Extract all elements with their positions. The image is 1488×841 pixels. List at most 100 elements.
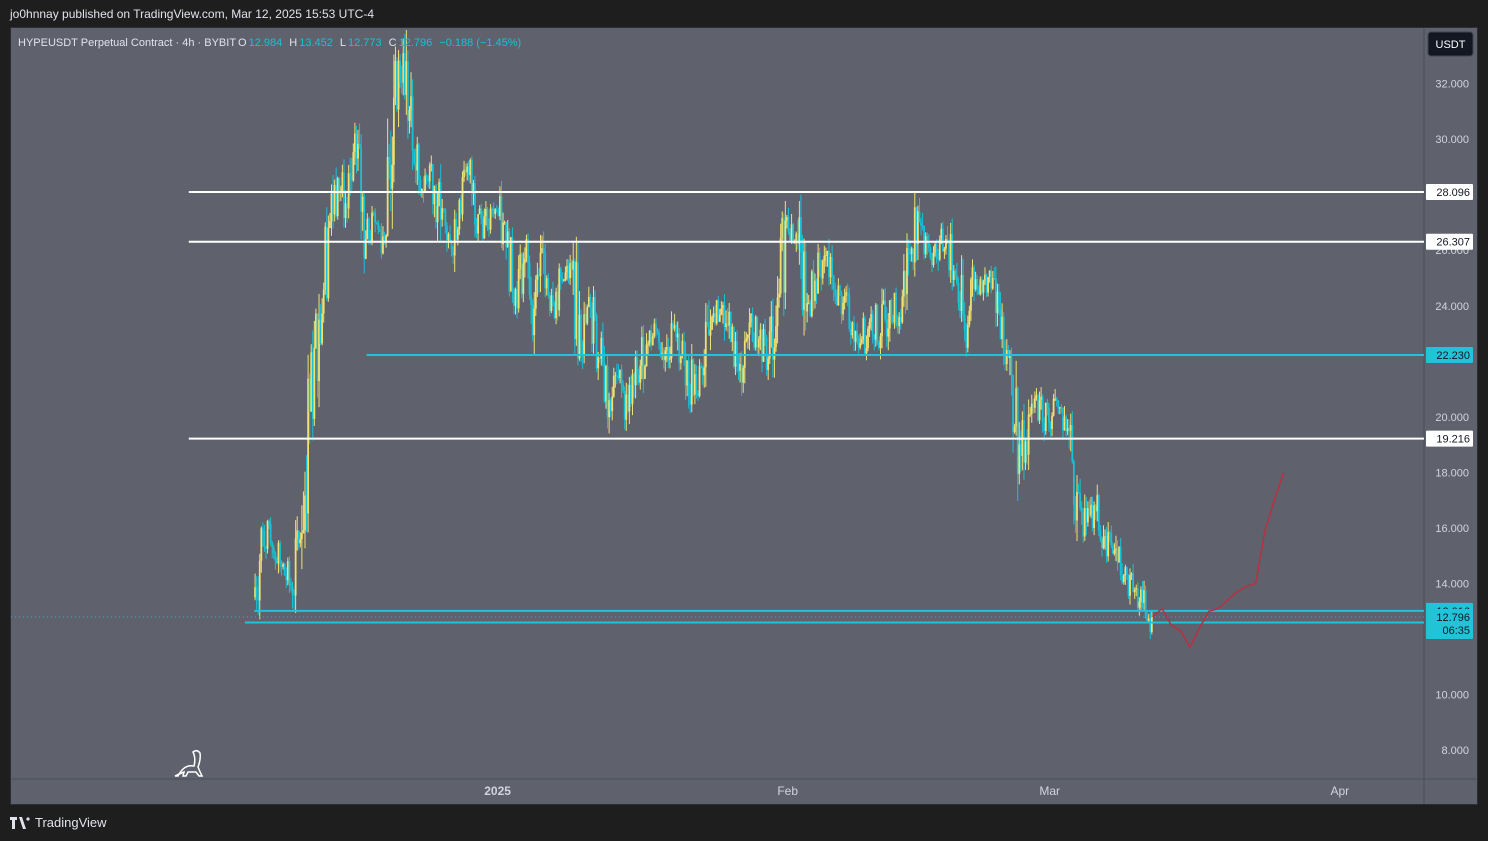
candle-body [762,329,765,362]
candle-body [494,209,497,215]
candle-body [879,336,882,348]
y-tick-label: 16.000 [1435,523,1469,535]
candle-body [525,239,528,259]
candle-body [906,248,908,295]
candle-body [555,291,557,319]
candle-body [941,228,944,252]
candle-body [1130,573,1133,576]
candle-body [701,368,704,376]
candle-body [857,338,860,348]
candle-body [1010,355,1013,376]
candle-body [1001,316,1004,340]
candle-body [980,279,983,293]
candle-body [577,262,579,359]
level-price-tag [1426,233,1473,250]
candle-body [304,495,306,531]
candle-body [318,319,320,382]
candle-body [945,239,947,249]
candle-body [896,324,899,327]
candle-body [650,330,653,346]
candle-body [957,282,960,304]
candle-body [742,367,745,383]
candle-body [835,296,838,306]
candle-body [527,239,529,264]
candle-body [837,285,840,306]
candle-body [863,318,866,354]
candle-body [653,323,656,336]
level-price-label: 19.216 [1436,434,1470,446]
candle-body [1072,461,1075,505]
candle-body [1132,573,1135,592]
candle-body [353,133,356,153]
candle-body [623,390,626,420]
candle-body [669,358,671,360]
candle-body [271,542,274,548]
candle-body [937,258,940,260]
candle-body [375,222,378,224]
candle-body [274,552,277,561]
candle-body [349,173,352,178]
candle-body [366,218,369,240]
candle-body [255,587,258,598]
candle-body [881,304,883,337]
candle-body [377,222,380,230]
candle-body [452,250,455,256]
candle-body [407,61,409,121]
candle-body [1062,407,1064,431]
candle-body [1121,575,1124,583]
candle-body [706,321,709,323]
candle-body [428,165,431,182]
candle-body [450,241,453,251]
candle-body [734,341,737,367]
currency-button-label[interactable]: USDT [1436,39,1466,51]
candle-body [548,295,551,312]
candle-body [438,182,441,207]
candle-body [637,375,640,383]
x-tick-label: Apr [1330,784,1349,798]
candle-body [403,53,406,96]
candle-body [728,311,731,326]
candle-body [648,330,651,344]
candle-body [466,166,469,173]
candle-body [773,347,776,360]
candle-body [453,219,456,256]
chart-frame[interactable] [10,27,1478,805]
candle-body [665,347,668,351]
candle-body [795,233,798,243]
candle-body [834,289,837,297]
candle-body [658,332,660,343]
candle-body [740,364,743,383]
candle-body [315,313,317,348]
candle-body [968,310,971,325]
candle-body [714,313,717,324]
currency-button[interactable] [1427,31,1474,57]
candle-body [979,279,982,295]
candle-body [913,207,916,263]
dinosaur-icon[interactable] [174,749,204,777]
tradingview-logo[interactable]: TradingView [10,815,107,830]
legend-open-value: 12.984 [249,37,283,49]
legend-high-value: 13.452 [299,37,333,49]
candle-body [266,521,269,549]
candle-body [843,296,846,303]
candle-body [687,360,690,397]
candle-body [436,206,439,223]
bar-countdown-label: 06:35 [1442,625,1470,637]
candle-body [310,352,313,412]
candle-body [736,341,738,364]
candle-body [959,303,961,312]
candle-body [882,300,885,305]
candle-body [888,300,891,329]
candle-body [467,166,470,176]
candle-body [862,318,865,340]
candle-body [575,262,578,340]
candle-body [293,594,295,596]
candle-body [1013,426,1016,433]
candle-body [385,235,387,242]
projection-path[interactable] [1152,472,1285,650]
candle-body [291,586,294,595]
candle-body [878,342,880,348]
candle-body [553,303,556,319]
level-price-tag [1426,346,1473,363]
